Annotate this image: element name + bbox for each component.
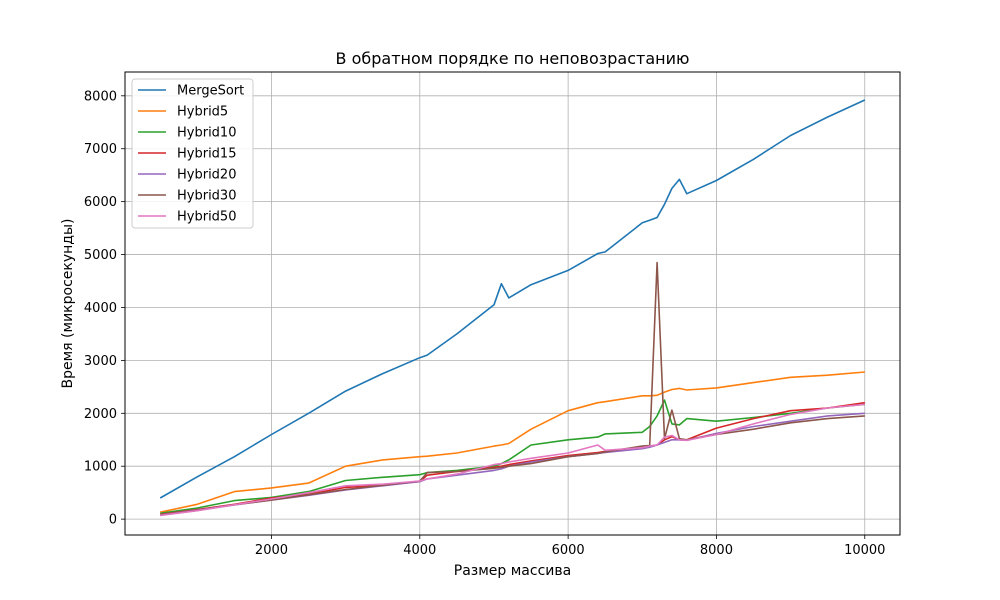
y-axis-label: Время (микросекунды) — [60, 219, 76, 389]
grid — [125, 72, 900, 535]
y-tick-label: 1000 — [84, 460, 117, 475]
y-tick-label: 8000 — [84, 89, 117, 104]
series-line-mergesort — [159, 99, 866, 499]
y-tick-label: 5000 — [84, 248, 117, 263]
y-tick-label: 6000 — [84, 195, 117, 210]
x-axis-label: Размер массива — [454, 563, 571, 579]
legend-label-mergesort: MergeSort — [177, 84, 244, 99]
x-tick-label: 6000 — [552, 543, 585, 558]
legend-label-hybrid10: Hybrid10 — [177, 126, 236, 141]
chart-title: В обратном порядке по неповозрастанию — [336, 49, 690, 68]
legend-box — [131, 78, 254, 229]
series-lines — [159, 99, 866, 517]
legend-label-hybrid20: Hybrid20 — [177, 168, 236, 183]
y-tick-label: 2000 — [84, 407, 117, 422]
y-tick-label: 3000 — [84, 354, 117, 369]
y-tick-label: 0 — [109, 513, 117, 528]
legend-label-hybrid5: Hybrid5 — [177, 105, 228, 120]
series-line-hybrid5 — [160, 371, 865, 513]
legend: MergeSort Hybrid5 Hybrid10 Hybrid15 Hybrid20… — [131, 78, 254, 229]
legend-label-hybrid50: Hybrid50 — [177, 210, 236, 225]
series-line-hybrid15 — [160, 401, 865, 516]
series-line-hybrid50 — [160, 403, 865, 517]
legend-label-hybrid30: Hybrid30 — [177, 189, 236, 204]
x-tick-label: 8000 — [700, 543, 733, 558]
y-tick-label: 7000 — [84, 142, 117, 157]
x-tick-label: 4000 — [403, 543, 436, 558]
plot-area-frame — [124, 71, 901, 536]
x-tick-label: 2000 — [255, 543, 288, 558]
series-line-hybrid10 — [160, 399, 865, 515]
legend-label-hybrid15: Hybrid15 — [177, 147, 236, 162]
x-tick-label: 10000 — [844, 543, 885, 558]
axis-ticks: 2000 4000 6000 8000 10000 0 1000 2000 3000 4000 50… — [84, 89, 886, 558]
y-tick-label: 4000 — [84, 301, 117, 316]
